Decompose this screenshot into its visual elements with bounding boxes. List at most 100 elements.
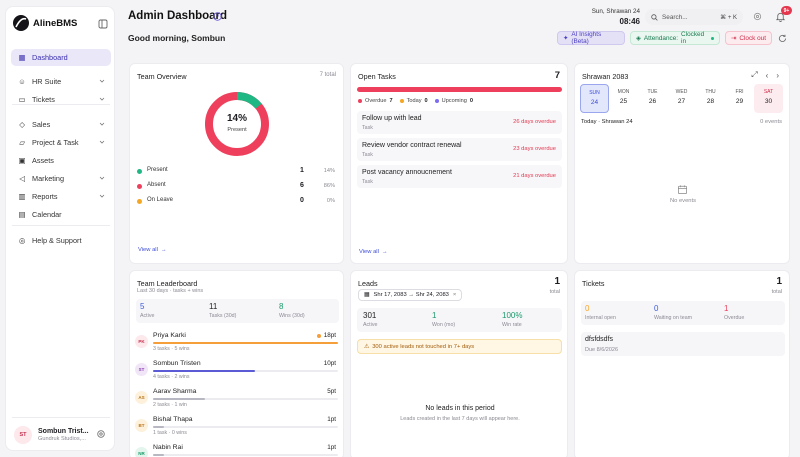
donut-label: Present: [227, 127, 247, 133]
chevron-down-icon: [99, 121, 105, 127]
sidebar-item-calendar[interactable]: ▤ Calendar: [11, 206, 111, 223]
sidebar-item-project-task[interactable]: ▱ Project & Task: [11, 134, 111, 151]
card-title: Team Leaderboard: [137, 279, 198, 288]
stat-label: Win rate: [502, 322, 522, 328]
sidebar-item-tickets[interactable]: ▭ Tickets: [11, 91, 111, 108]
calendar-day-number: 26: [648, 98, 657, 105]
stat-value: 301: [363, 311, 377, 320]
stat-label: Overdue: [724, 315, 745, 321]
sidebar-item-help-support[interactable]: ◎ Help & Support: [11, 232, 111, 249]
sidebar-item-label: Help & Support: [32, 236, 82, 245]
help-icon: ◎: [18, 236, 26, 245]
task-legend-item: Upcoming 0: [434, 98, 473, 104]
help-icon[interactable]: ?: [213, 12, 222, 21]
leader-name[interactable]: Sombun Tristen: [153, 360, 201, 367]
settings-gear-icon[interactable]: [96, 429, 106, 439]
sidebar-item-assets[interactable]: ▣ Assets: [11, 152, 111, 169]
calendar-icon: ▦: [364, 292, 370, 298]
clear-icon[interactable]: ×: [452, 292, 457, 298]
sidebar-item-label: Assets: [32, 156, 54, 165]
sidebar-item-label: Calendar: [32, 210, 62, 219]
notification-badge: 9+: [781, 6, 792, 15]
tickets-count-label: total: [771, 289, 782, 295]
calendar-day-name: SUN: [589, 90, 600, 96]
tasks-view-all-link[interactable]: View all →: [359, 249, 388, 255]
task-type: Task: [362, 125, 373, 131]
leader-points: 1pt: [327, 444, 336, 451]
user-name: Sombun Trist...: [38, 428, 89, 435]
stat-label: Waiting on team: [654, 315, 693, 321]
leader-progress-fill: [153, 342, 338, 344]
search-box[interactable]: Search... ⌘ + K: [645, 9, 743, 25]
calendar-day[interactable]: WED 27: [667, 84, 696, 113]
sidebar-item-dashboard[interactable]: ▦ Dashboard: [11, 49, 111, 66]
task-due: 21 days overdue: [513, 173, 556, 179]
attendance-status[interactable]: ◈ Attendance: Clocked in: [630, 31, 720, 45]
chart-icon: ▥: [18, 192, 26, 201]
team-view-all-link[interactable]: View all →: [138, 247, 167, 253]
task-item[interactable]: [357, 111, 562, 134]
leader-name[interactable]: Aarav Sharma: [153, 388, 197, 395]
team-row-percent: 14%: [323, 168, 335, 174]
calendar-day-number: 29: [735, 98, 744, 105]
calendar-day-number: 27: [677, 98, 686, 105]
leader-name[interactable]: Priya Karki: [153, 332, 186, 339]
leader-progress-fill: [153, 370, 255, 372]
sidebar-item-marketing[interactable]: ◁ Marketing: [11, 170, 111, 187]
legend-dot: [434, 99, 439, 103]
calendar-day[interactable]: TUE 26: [638, 84, 667, 113]
calendar-day[interactable]: THU 28: [696, 84, 725, 113]
chevron-down-icon: [99, 193, 105, 199]
sidebar-item-hr-suite[interactable]: ☺ HR Suite: [11, 73, 111, 90]
search-shortcut: ⌘ + K: [720, 14, 737, 21]
calendar-day[interactable]: SUN 24: [580, 84, 609, 113]
clock-out-button[interactable]: ⇥ Clock out: [725, 31, 772, 45]
leader-name[interactable]: Bishal Thapa: [153, 416, 193, 423]
donut-percent: 14%: [226, 113, 247, 124]
settings-icon[interactable]: [753, 12, 762, 21]
calendar-day-number: 30: [764, 98, 773, 105]
calendar-day[interactable]: MON 25: [609, 84, 638, 113]
sidebar-item-label: HR Suite: [32, 77, 62, 86]
leader-progress-track: [153, 398, 338, 400]
calendar-card: Shrawan 2083 ⤢ ‹ › Today · Shrawan 24 0 …: [574, 63, 790, 264]
brand[interactable]: AlineBMS: [13, 15, 77, 31]
leader-meta: 2 tasks · 1 win: [153, 402, 187, 408]
stale-leads-warning: ⚠ 300 active leads not touched in 7+ days: [357, 339, 562, 354]
search-input[interactable]: Search...: [662, 13, 688, 21]
leader-name[interactable]: Nabin Rai: [153, 444, 183, 451]
task-item[interactable]: [357, 138, 562, 161]
shield-check-icon: ◈: [636, 35, 641, 42]
sidebar-item-sales[interactable]: ◇ Sales: [11, 116, 111, 133]
calendar-day-number: 28: [706, 98, 715, 105]
calendar-day-name: TUE: [647, 89, 658, 95]
ai-insights-button[interactable]: ✦ AI Insights (Beta): [557, 31, 625, 45]
users-icon: ☺: [18, 77, 26, 86]
sidebar-item-label: Project & Task: [32, 138, 79, 147]
user-profile[interactable]: ST Sombun Trist... Gundruk Studios,...: [14, 426, 89, 444]
legend-dot: [358, 99, 362, 103]
ticket-item[interactable]: [581, 332, 785, 356]
chevron-down-icon: [99, 175, 105, 181]
sidebar-item-label: Tickets: [32, 95, 55, 104]
card-title: Leads: [358, 279, 378, 288]
calendar-day[interactable]: FRI 29: [725, 84, 754, 113]
leader-points: 5pt: [327, 388, 336, 395]
team-row-label: Absent: [147, 182, 166, 188]
status-dot: [711, 36, 714, 40]
team-total: 7 total: [319, 72, 336, 78]
chevron-right-icon[interactable]: ›: [776, 70, 779, 80]
sidebar-collapse-icon[interactable]: [98, 19, 108, 29]
task-item[interactable]: [357, 165, 562, 188]
sidebar-item-reports[interactable]: ▥ Reports: [11, 188, 111, 205]
calendar-empty-icon: [677, 184, 688, 195]
chevron-left-icon[interactable]: ‹: [765, 70, 769, 80]
refresh-icon[interactable]: [778, 34, 787, 43]
calendar-day-number: 25: [619, 98, 628, 105]
date-range-picker[interactable]: ▦ Shr 17, 2083 → Shr 24, 2083 ×: [358, 289, 463, 301]
stat-label: Tasks (30d): [209, 313, 237, 319]
card-title: Open Tasks: [358, 72, 396, 81]
expand-icon[interactable]: ⤢: [751, 70, 758, 79]
calendar-day-name: WED: [675, 89, 688, 95]
calendar-day[interactable]: SAT 30: [754, 84, 783, 113]
